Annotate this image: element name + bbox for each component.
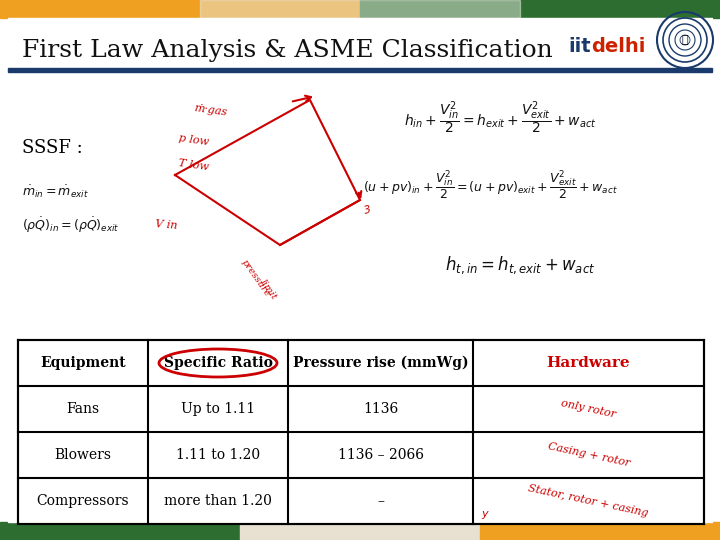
Bar [0,0,360,18]
Text: 3: 3 [363,204,372,216]
Text: $(\rho \dot{Q})_{in} = (\rho \dot{Q})_{exit}$: $(\rho \dot{Q})_{in} = (\rho \dot{Q})_{e… [22,215,120,235]
Text: 🏛: 🏛 [682,35,688,45]
Text: p low: p low [178,133,210,147]
Text: y: y [481,509,487,519]
Text: delhi: delhi [591,37,645,57]
Bar [18,340,704,524]
Text: limit: limit [258,278,278,302]
Text: pressure: pressure [240,258,272,298]
Text: T low: T low [178,158,210,172]
Bar [240,522,480,540]
Text: iit: iit [568,37,590,57]
Bar [360,0,720,18]
Text: $h_{t,in} = h_{t,exit} + w_{act}$: $h_{t,in} = h_{t,exit} + w_{act}$ [445,254,595,276]
Text: ṁ·gas: ṁ·gas [193,103,228,117]
Text: $h_{in} + \dfrac{V_{in}^{2}}{2} = h_{exit} + \dfrac{V_{exit}^{2}}{2} + w_{act}$: $h_{in} + \dfrac{V_{in}^{2}}{2} = h_{exi… [404,99,596,137]
Text: Stator, rotor + casing: Stator, rotor + casing [528,483,649,518]
Text: First Law Analysis & ASME Classification: First Law Analysis & ASME Classification [22,38,553,62]
Text: $\dot{m}_{in} = \dot{m}_{exit}$: $\dot{m}_{in} = \dot{m}_{exit}$ [22,184,89,200]
Text: Casing + rotor: Casing + rotor [546,441,631,469]
Text: Hardware: Hardware [546,356,630,370]
Text: Specific Ratio: Specific Ratio [163,356,272,370]
Text: Equipment: Equipment [40,356,126,370]
Bar [200,0,520,18]
Bar [8,68,712,72]
Text: $(u+pv)_{in} + \dfrac{V_{in}^{2}}{2} = (u+pv)_{exit} + \dfrac{V_{exit}^{2}}{2} +: $(u+pv)_{in} + \dfrac{V_{in}^{2}}{2} = (… [363,168,618,201]
Text: Fans: Fans [66,402,99,416]
Text: only rotor: only rotor [560,399,617,420]
Text: Up to 1.11: Up to 1.11 [181,402,255,416]
Text: Compressors: Compressors [37,494,130,508]
Text: 1136: 1136 [363,402,398,416]
Text: SSSF :: SSSF : [22,139,83,157]
Text: –: – [377,494,384,508]
Text: 1136 – 2066: 1136 – 2066 [338,448,423,462]
Bar [480,522,720,540]
Text: 1.11 to 1.20: 1.11 to 1.20 [176,448,260,462]
Text: Blowers: Blowers [55,448,112,462]
Bar [0,522,240,540]
Text: Pressure rise (mmWg): Pressure rise (mmWg) [293,356,468,370]
Text: V in: V in [155,219,178,231]
Text: more than 1.20: more than 1.20 [164,494,272,508]
